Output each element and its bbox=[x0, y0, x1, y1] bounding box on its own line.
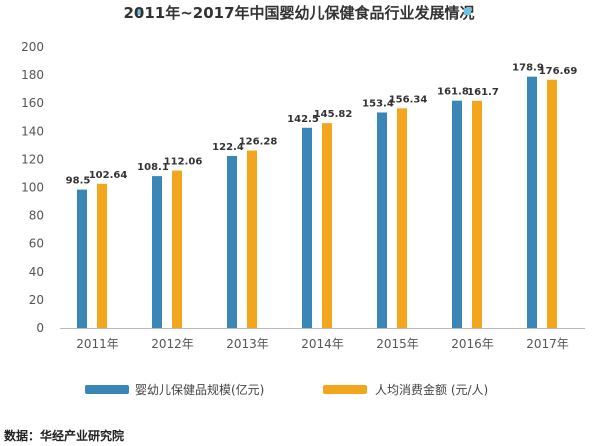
y-tick-label: 120 bbox=[21, 152, 44, 166]
chart-title: 2011年~2017年中国婴幼儿保健食品行业发展情况 bbox=[123, 4, 474, 22]
bar-per-capita bbox=[97, 183, 107, 328]
legend-label-scale: 婴幼儿保健品规模(亿元) bbox=[135, 382, 264, 397]
data-label-scale: 142.5 bbox=[287, 114, 319, 125]
x-tick-label: 2011年 bbox=[76, 337, 119, 351]
y-tick-label: 20 bbox=[29, 293, 44, 307]
y-tick-label: 0 bbox=[36, 321, 44, 335]
bar-scale bbox=[302, 127, 312, 328]
data-label-per-capita: 112.06 bbox=[164, 157, 203, 168]
data-label-per-capita: 126.28 bbox=[239, 137, 278, 148]
x-tick-label: 2013年 bbox=[226, 337, 269, 351]
y-tick-label: 100 bbox=[21, 181, 44, 195]
x-tick-label: 2016年 bbox=[451, 337, 494, 351]
y-tick-label: 40 bbox=[29, 265, 44, 279]
data-label-per-capita: 176.69 bbox=[539, 66, 578, 77]
title-marker-right-icon bbox=[464, 8, 471, 15]
y-tick-label: 200 bbox=[21, 40, 44, 54]
data-label-scale: 178.9 bbox=[512, 63, 544, 74]
data-label-scale: 108.1 bbox=[137, 162, 169, 173]
bar-scale bbox=[377, 112, 387, 329]
bar-per-capita bbox=[547, 79, 557, 328]
y-tick-label: 160 bbox=[21, 96, 44, 110]
legend: 婴幼儿保健品规模(亿元) 人均消费金额 (元/人) bbox=[85, 382, 488, 397]
y-tick-label: 80 bbox=[29, 209, 44, 223]
legend-label-per-capita: 人均消费金额 (元/人) bbox=[375, 382, 488, 397]
legend-item-scale: 婴幼儿保健品规模(亿元) bbox=[85, 382, 264, 397]
source-note: 数据：华经产业研究院 bbox=[4, 428, 124, 443]
y-tick-label: 140 bbox=[21, 124, 44, 138]
y-tick-label: 180 bbox=[21, 68, 44, 82]
x-axis: 2011年 2012年 2013年 2014年 2015年 2016年 2017年 bbox=[60, 328, 585, 351]
data-label-scale: 153.4 bbox=[362, 98, 394, 109]
bar-scale bbox=[527, 76, 537, 328]
bar-scale bbox=[152, 176, 162, 328]
bar-scale bbox=[452, 100, 462, 329]
x-tick-label: 2014年 bbox=[301, 337, 344, 351]
legend-swatch-per-capita bbox=[323, 385, 367, 394]
bar-per-capita bbox=[247, 150, 257, 328]
data-label-per-capita: 145.82 bbox=[314, 109, 353, 120]
data-label-scale: 161.8 bbox=[437, 87, 469, 98]
x-tick-label: 2012年 bbox=[151, 337, 194, 351]
data-label-per-capita: 102.64 bbox=[89, 170, 128, 181]
bar-per-capita bbox=[397, 108, 407, 328]
data-label-per-capita: 161.7 bbox=[467, 87, 499, 98]
legend-item-per-capita: 人均消费金额 (元/人) bbox=[323, 382, 488, 397]
data-label-scale: 98.5 bbox=[66, 176, 91, 187]
legend-swatch-scale bbox=[85, 385, 129, 394]
bar-per-capita bbox=[322, 123, 332, 329]
y-axis: 0 20 40 60 80 100 120 140 160 180 200 bbox=[21, 40, 44, 335]
data-label-scale: 122.4 bbox=[212, 142, 244, 153]
bar-scale bbox=[77, 189, 87, 328]
title-marker-left-icon bbox=[136, 8, 143, 15]
bars-group bbox=[77, 76, 557, 329]
x-tick-label: 2015年 bbox=[376, 337, 419, 351]
bar-per-capita bbox=[172, 170, 182, 328]
bar-per-capita bbox=[472, 100, 482, 329]
data-label-per-capita: 156.34 bbox=[389, 94, 428, 105]
x-tick-label: 2017年 bbox=[526, 337, 569, 351]
bar-scale bbox=[227, 156, 237, 328]
y-tick-label: 60 bbox=[29, 237, 44, 251]
